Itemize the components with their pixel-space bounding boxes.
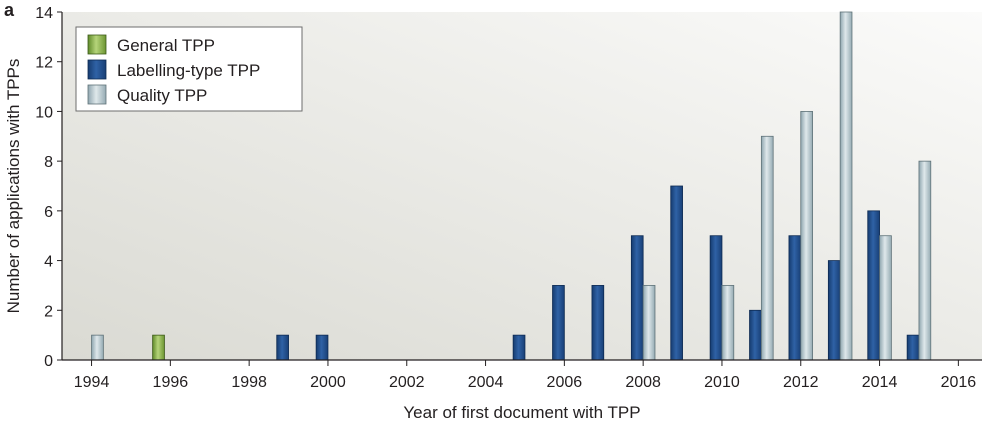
y-tick-label: 10 — [35, 104, 53, 121]
bar-labelling-2011 — [749, 309, 762, 361]
x-tick-label: 2002 — [389, 374, 425, 391]
y-ticks-group: 0 2 4 6 8 10 12 14 — [35, 5, 62, 370]
bar-quality-2010 — [721, 285, 735, 361]
x-tick-label: 2012 — [783, 374, 819, 391]
bar-labelling-2015 — [906, 334, 920, 361]
legend: General TPP Labelling-type TPP Quality T… — [75, 26, 303, 112]
bar-labelling-2013 — [827, 260, 841, 361]
y-tick-label: 14 — [35, 5, 53, 22]
x-tick-label: 2014 — [862, 374, 898, 391]
y-tick-label: 0 — [44, 353, 53, 370]
bar-labelling-2005 — [512, 334, 526, 361]
legend-box — [75, 26, 303, 112]
bar-labelling-2007 — [591, 285, 605, 361]
y-axis-label: Number of applications with TPPs — [4, 59, 23, 314]
legend-label-quality: Quality TPP — [117, 86, 207, 105]
x-tick-label: 1996 — [153, 374, 189, 391]
legend-swatch-general — [87, 34, 107, 55]
bar-quality-2014 — [879, 235, 892, 361]
panel-label: a — [4, 0, 15, 20]
y-tick-label: 6 — [44, 204, 53, 221]
x-tick-label: 2006 — [547, 374, 583, 391]
x-tick-label: 1994 — [74, 374, 110, 391]
y-tick-label: 2 — [44, 303, 53, 320]
x-tick-label: 2008 — [625, 374, 661, 391]
bar-labelling-2014 — [867, 210, 880, 361]
bar-labelling-2000 — [315, 334, 329, 361]
y-tick-label: 4 — [44, 254, 53, 271]
legend-label-general: General TPP — [117, 36, 215, 55]
bar-general-1995.7 — [152, 334, 165, 361]
x-ticks-group: 1994 1996 1998 2000 2002 2004 2006 2008 2010 2012… — [74, 360, 977, 391]
bar-labelling-2006 — [552, 285, 565, 361]
x-tick-label: 2010 — [704, 374, 740, 391]
bar-quality-2012 — [800, 111, 813, 361]
x-tick-label: 2016 — [941, 374, 977, 391]
bar-labelling-2009 — [670, 185, 683, 361]
legend-swatch-labelling — [87, 59, 107, 80]
legend-swatch-quality — [87, 84, 107, 105]
bar-quality-2013 — [839, 11, 853, 361]
bar-quality-2011 — [760, 135, 774, 361]
bar-labelling-2008 — [630, 235, 644, 361]
y-tick-label: 8 — [44, 154, 53, 171]
bar-quality-2008 — [642, 285, 656, 361]
bar-labelling-2012 — [788, 235, 802, 361]
x-axis-label: Year of first document with TPP — [403, 403, 640, 422]
y-tick-label: 12 — [35, 55, 53, 72]
bar-quality-2015 — [918, 160, 932, 361]
legend-label-labelling: Labelling-type TPP — [117, 61, 260, 80]
x-tick-label: 1998 — [231, 374, 267, 391]
bar-labelling-1999 — [276, 334, 289, 361]
x-tick-label: 2004 — [468, 374, 504, 391]
x-tick-label: 2000 — [310, 374, 346, 391]
bar-labelling-2010 — [709, 235, 723, 361]
bar-quality-1994 — [91, 334, 104, 361]
